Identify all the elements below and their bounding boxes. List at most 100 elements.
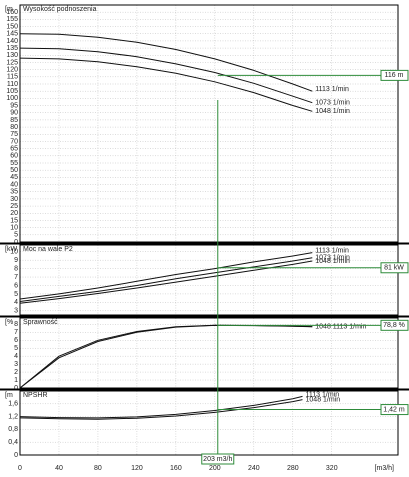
y-tick-label: 55 [10,160,18,167]
y-tick-label: 8 [14,321,18,328]
y-tick-label: 0,8 [8,426,18,433]
y-tick-label: 10 [10,249,18,256]
x-tick-label: 240 [248,465,260,472]
curve [19,399,303,420]
y-tick-label: 85 [10,117,18,124]
y-tick-label: 8 [14,265,18,272]
operating-label-box [380,69,409,81]
curve [19,33,313,92]
panel-title: Wysokość podnoszenia [23,6,97,13]
y-tick-label: 1 [14,377,18,384]
x-tick-label: 160 [170,465,182,472]
y-tick-label: 155 [6,16,18,23]
operating-label: 78,8 % [383,322,405,329]
y-tick-label: 120 [6,66,18,73]
axis-unit: [m [5,392,13,399]
panel-frame [19,244,399,316]
y-tick-label: 5 [14,232,18,239]
y-tick-label: 3 [14,361,18,368]
curve [19,57,313,112]
curve-label: 1113 1/min [315,247,349,254]
y-tick-label: 4 [14,299,18,306]
curve [19,260,313,304]
y-tick-label: 45 [10,174,18,181]
y-tick-label: 95 [10,102,18,109]
y-tick-label: 105 [6,88,18,95]
axis-unit: [% [5,319,13,326]
operating-label-box [380,262,409,274]
y-tick-label: 35 [10,189,18,196]
curve-label: 1048 1/min [306,396,341,403]
x-tick-label: 280 [287,465,299,472]
curve-label: 1048 1/min [315,108,350,115]
operating-label-box [380,404,409,416]
curve-label: 1048 1113 1/min [315,323,366,330]
y-tick-label: 3 [14,308,18,315]
x-tick-label: 120 [131,465,143,472]
curve-label: 1073 1/min [315,100,350,107]
y-tick-label: 110 [7,81,18,88]
y-tick-label: 9 [14,257,18,264]
operating-label-box [380,319,409,331]
y-tick-label: 0 [14,239,18,246]
y-tick-label: 7 [14,274,18,281]
curve [19,324,313,389]
y-tick-label: 20 [10,210,18,217]
y-tick-label: 25 [10,203,18,210]
x-axis-label: [m3/h] [375,465,395,472]
panel-frame [19,4,399,243]
panel-title: Moc na wale P2 [23,246,73,253]
y-tick-label: 4 [14,353,18,360]
y-tick-label: 0 [14,452,18,459]
operating-label: 81 kW [384,265,404,272]
curve [19,252,313,300]
y-tick-label: 50 [10,167,18,174]
curve-label: 1048 1/min [315,258,350,265]
curve [19,257,313,302]
y-tick-label: 60 [10,153,18,160]
y-tick-label: 0 [14,385,18,392]
y-tick-label: 75 [10,131,18,138]
x-tick-label: 40 [55,465,63,472]
curve-label: 1073 1/min [315,254,350,261]
y-tick-label: 90 [10,110,18,117]
y-tick-label: 70 [10,138,18,145]
operating-label: 1,42 m [383,406,405,413]
y-tick-label: 140 [6,38,18,45]
y-tick-label: 5 [14,345,18,352]
y-tick-label: 5 [14,291,18,298]
y-tick-label: 135 [6,45,18,52]
y-tick-label: 145 [6,31,18,38]
curve [19,395,303,419]
y-tick-label: 1,6 [8,401,18,408]
y-tick-label: 7 [14,329,18,336]
curve [19,47,313,104]
y-tick-label: 80 [10,124,18,131]
x-tick-label: 320 [326,465,338,472]
y-tick-label: 10 [10,224,18,231]
y-tick-label: 6 [14,337,18,344]
curve [19,324,313,389]
y-tick-label: 15 [10,217,18,224]
y-tick-label: 1,2 [8,413,18,420]
y-tick-label: 130 [6,52,18,59]
y-tick-label: 0,4 [8,439,18,446]
operating-label: 116 m [385,72,404,79]
y-tick-label: 100 [6,95,18,102]
operating-label: 203 m3/h [203,456,232,463]
panel-frame [19,317,399,389]
curve-label: 1113 1/min [315,86,349,93]
operating-label-box [201,453,235,465]
panel-frame [19,390,399,456]
y-tick-label: 40 [10,181,18,188]
y-tick-label: 2 [14,369,18,376]
y-tick-label: 65 [10,145,18,152]
axis-unit: [m [5,6,13,13]
y-tick-label: 125 [6,59,18,66]
y-tick-label: 30 [10,196,18,203]
x-tick-label: 80 [94,465,102,472]
x-tick-label: 200 [209,465,221,472]
y-tick-label: 150 [6,23,18,30]
panel-title: NPSHR [23,392,48,399]
